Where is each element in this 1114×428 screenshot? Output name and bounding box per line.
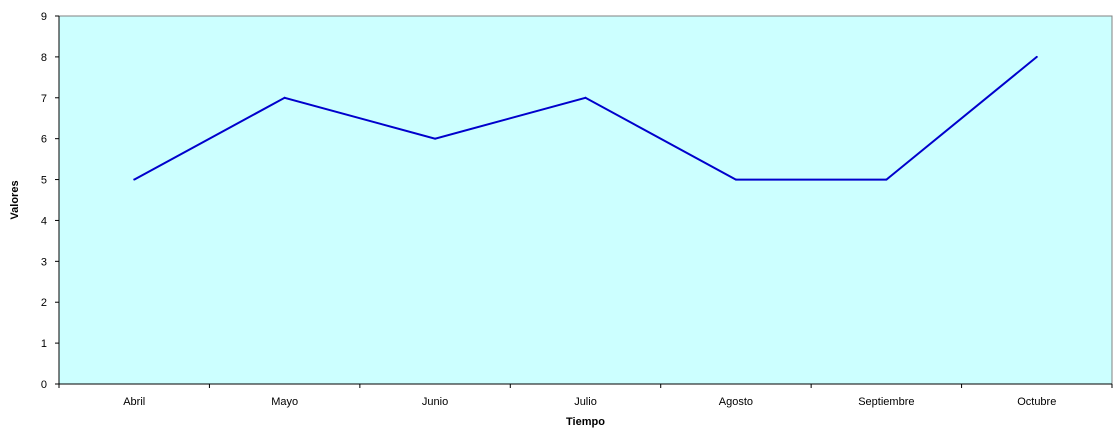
- x-tick-label: Octubre: [1017, 396, 1056, 408]
- y-axis: 0 1 2 3 4 5 6 7 8 9: [41, 11, 60, 391]
- y-tick-label: 1: [41, 338, 47, 350]
- data-point: [283, 96, 286, 99]
- plot-area: [58, 15, 1113, 385]
- y-tick-label: 5: [41, 175, 47, 187]
- y-tick-label: 3: [41, 256, 47, 268]
- y-tick-label: 4: [41, 215, 47, 227]
- x-tick-label: Julio: [574, 396, 597, 408]
- data-point: [1035, 55, 1038, 58]
- data-point: [434, 137, 437, 140]
- x-tick-label: Mayo: [271, 396, 298, 408]
- y-tick-label: 2: [41, 297, 47, 309]
- x-axis: Abril Mayo Junio Julio Agosto Septiembre Octub…: [58, 383, 1113, 408]
- y-tick-label: 0: [41, 379, 47, 391]
- x-tick-label: Septiembre: [858, 396, 914, 408]
- data-point: [584, 96, 587, 99]
- y-tick-label: 8: [41, 52, 47, 64]
- y-tick-label: 6: [41, 134, 47, 146]
- x-tick-label: Abril: [123, 396, 145, 408]
- y-tick-label: 7: [41, 93, 47, 105]
- y-tick-label: 9: [41, 11, 47, 23]
- data-point: [734, 178, 737, 181]
- data-point: [885, 178, 888, 181]
- x-tick-label: Agosto: [719, 396, 753, 408]
- x-tick-label: Junio: [422, 396, 448, 408]
- series-group: [133, 55, 1038, 181]
- data-point: [133, 178, 136, 181]
- x-axis-title: Tiempo: [566, 416, 605, 428]
- y-axis-title: Valores: [9, 180, 21, 219]
